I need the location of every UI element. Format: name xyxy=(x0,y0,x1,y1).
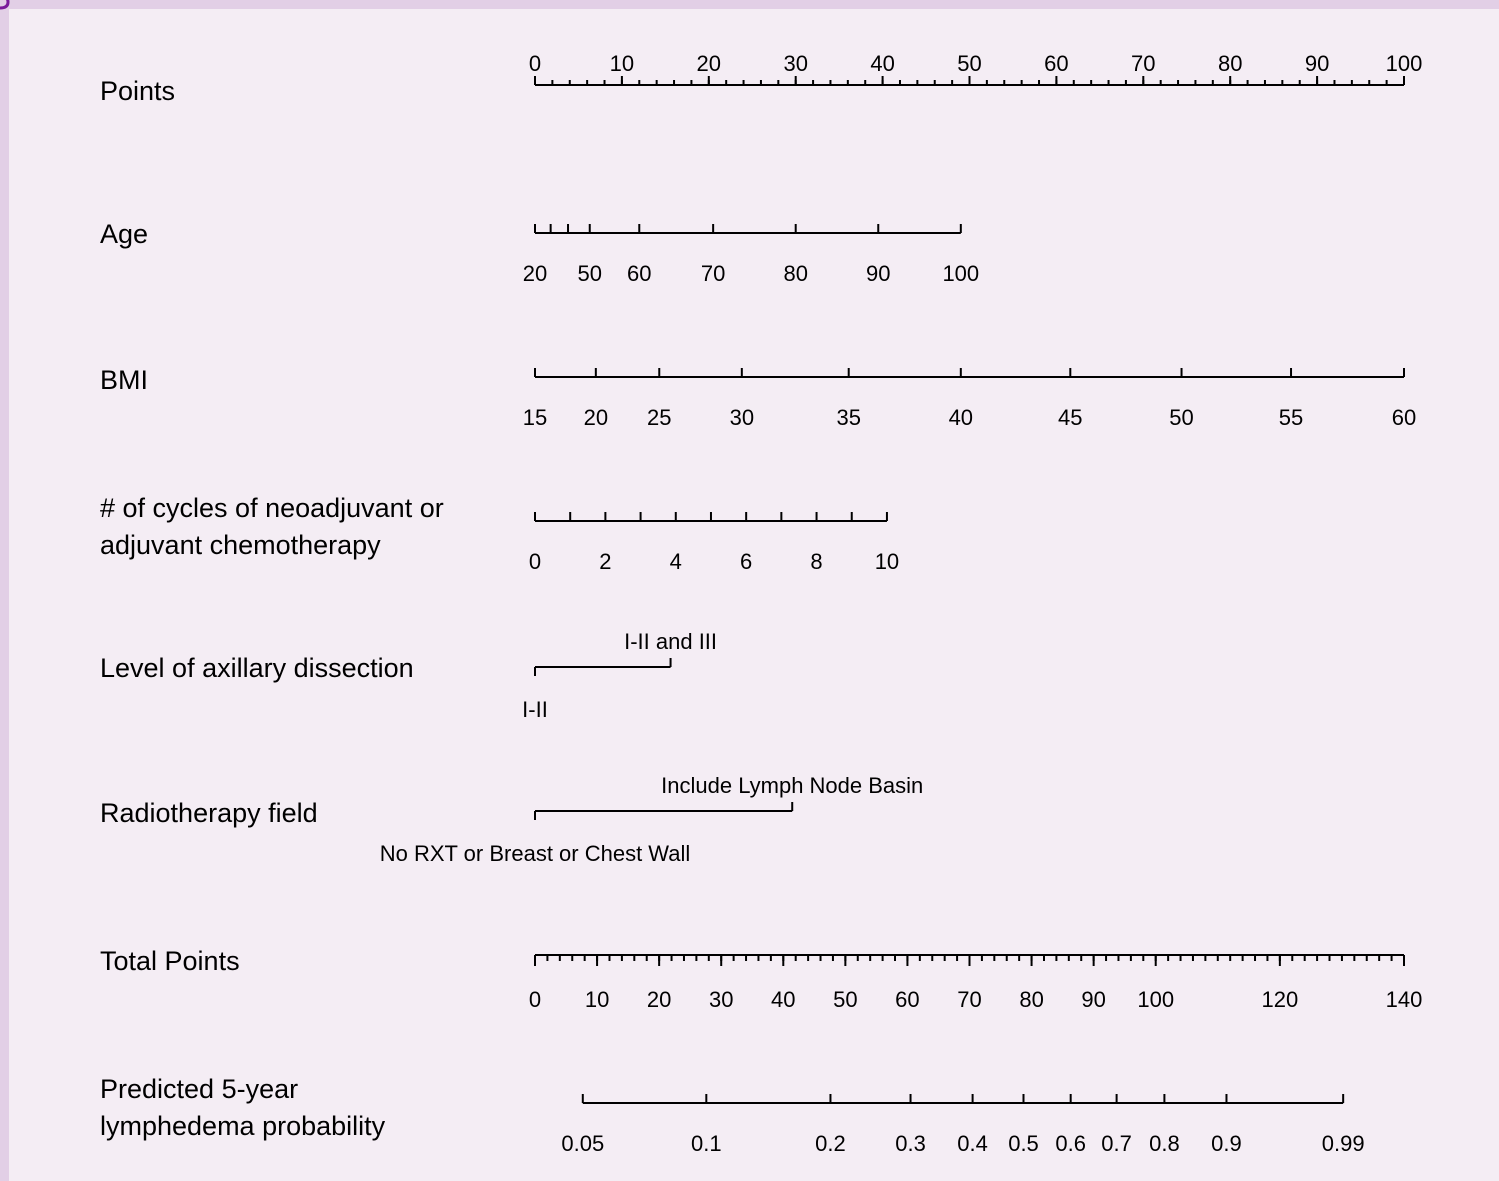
nomogram-panel xyxy=(9,9,1499,1181)
panel-corner-mark xyxy=(0,0,10,10)
label-line: Points xyxy=(100,76,176,106)
tick-label: 120 xyxy=(1261,987,1298,1012)
tick-label: 0.3 xyxy=(895,1131,926,1156)
tick-label: 100 xyxy=(942,261,979,286)
tick-label: 90 xyxy=(1305,51,1329,76)
tick-label: 20 xyxy=(697,51,721,76)
tick-label: 0.2 xyxy=(815,1131,846,1156)
tick-label: 0.9 xyxy=(1211,1131,1242,1156)
tick-label: 10 xyxy=(875,549,899,574)
tick-label: 0.05 xyxy=(561,1131,604,1156)
tick-label: 30 xyxy=(730,405,754,430)
tick-label: 60 xyxy=(627,261,651,286)
tick-label: 45 xyxy=(1058,405,1082,430)
tick-label: 60 xyxy=(1044,51,1068,76)
category-label: I-II xyxy=(522,697,548,722)
tick-label: 70 xyxy=(1131,51,1155,76)
row-label-radiotherapy: Radiotherapy field xyxy=(100,795,318,832)
tick-label: 40 xyxy=(771,987,795,1012)
tick-label: 80 xyxy=(1218,51,1242,76)
row-label-total: Total Points xyxy=(100,943,240,980)
tick-label: 0.4 xyxy=(957,1131,988,1156)
tick-label: 10 xyxy=(610,51,634,76)
tick-label: 15 xyxy=(523,405,547,430)
tick-label: 100 xyxy=(1137,987,1174,1012)
tick-label: 70 xyxy=(957,987,981,1012)
tick-label: 80 xyxy=(1019,987,1043,1012)
label-line: Age xyxy=(100,219,149,249)
category-label: I-II and III xyxy=(624,629,717,654)
row-label-axillary: Level of axillary dissection xyxy=(100,650,414,687)
label-line: BMI xyxy=(100,365,149,395)
tick-label: 30 xyxy=(709,987,733,1012)
tick-label: 50 xyxy=(957,51,981,76)
tick-label: 8 xyxy=(810,549,822,574)
tick-label: 50 xyxy=(578,261,602,286)
tick-label: 10 xyxy=(585,987,609,1012)
label-line: # of cycles of neoadjuvant or xyxy=(100,493,444,523)
tick-label: 90 xyxy=(1081,987,1105,1012)
label-line: Predicted 5-year xyxy=(100,1074,299,1104)
tick-label: 0.7 xyxy=(1101,1131,1132,1156)
tick-label: 100 xyxy=(1386,51,1423,76)
tick-label: 0.6 xyxy=(1055,1131,1086,1156)
tick-label: 40 xyxy=(949,405,973,430)
category-label: No RXT or Breast or Chest Wall xyxy=(380,841,691,866)
tick-label: 55 xyxy=(1279,405,1303,430)
tick-label: 50 xyxy=(1169,405,1193,430)
row-label-age: Age xyxy=(100,216,148,253)
tick-label: 20 xyxy=(523,261,547,286)
tick-label: 40 xyxy=(870,51,894,76)
tick-label: 2 xyxy=(599,549,611,574)
tick-label: 0 xyxy=(529,51,541,76)
row-label-points: Points xyxy=(100,73,175,110)
label-line: adjuvant chemotherapy xyxy=(100,530,381,560)
tick-label: 90 xyxy=(866,261,890,286)
category-label: Include Lymph Node Basin xyxy=(661,773,923,798)
tick-label: 0.99 xyxy=(1322,1131,1365,1156)
tick-label: 0 xyxy=(529,549,541,574)
tick-label: 20 xyxy=(647,987,671,1012)
tick-label: 60 xyxy=(1392,405,1416,430)
tick-label: 0.5 xyxy=(1008,1131,1039,1156)
tick-label: 0 xyxy=(529,987,541,1012)
tick-label: 20 xyxy=(584,405,608,430)
row-label-probability: Predicted 5-year lymphedema probability xyxy=(100,1071,385,1145)
row-label-cycles: # of cycles of neoadjuvant or adjuvant c… xyxy=(100,490,444,564)
tick-label: 140 xyxy=(1386,987,1423,1012)
label-line: Total Points xyxy=(100,946,240,976)
label-line: Level of axillary dissection xyxy=(100,653,414,683)
tick-label: 50 xyxy=(833,987,857,1012)
tick-label: 25 xyxy=(647,405,671,430)
row-label-bmi: BMI xyxy=(100,362,148,399)
tick-label: 0.1 xyxy=(691,1131,722,1156)
tick-label: 4 xyxy=(670,549,682,574)
tick-label: 30 xyxy=(783,51,807,76)
tick-label: 80 xyxy=(783,261,807,286)
tick-label: 6 xyxy=(740,549,752,574)
tick-label: 0.8 xyxy=(1149,1131,1180,1156)
label-line: lymphedema probability xyxy=(100,1111,386,1141)
label-line: Radiotherapy field xyxy=(100,798,318,828)
tick-label: 70 xyxy=(701,261,725,286)
tick-label: 60 xyxy=(895,987,919,1012)
tick-label: 35 xyxy=(836,405,860,430)
